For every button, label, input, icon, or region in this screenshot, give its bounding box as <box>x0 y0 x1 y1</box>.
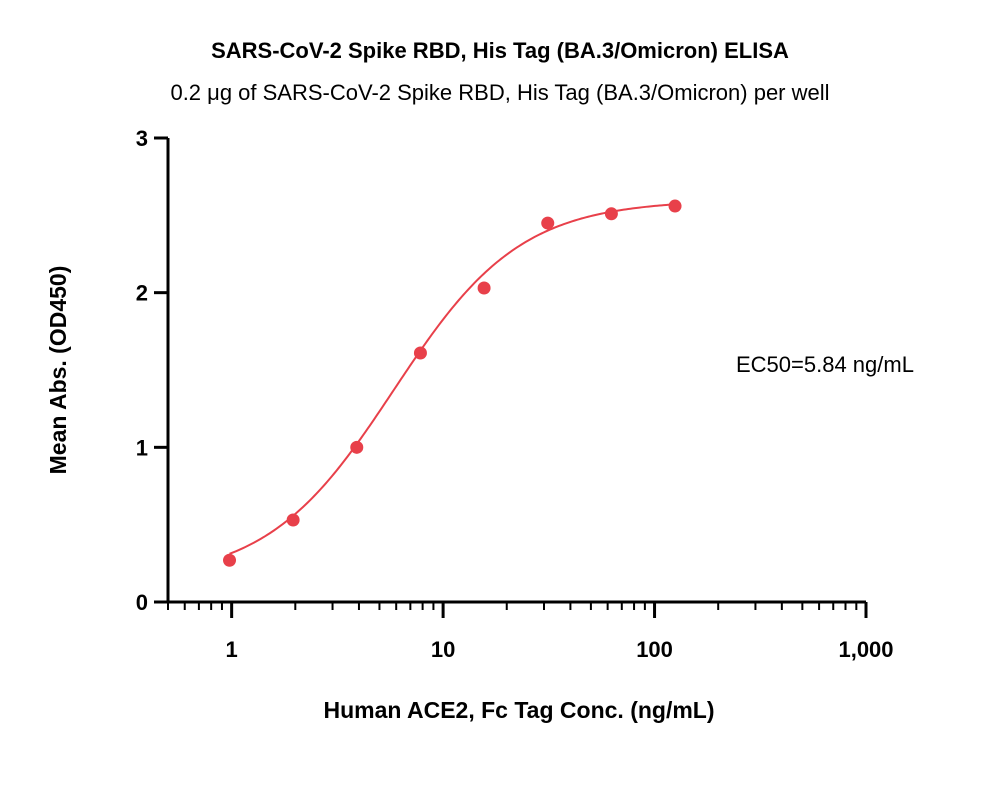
y-tick-label: 3 <box>136 126 148 151</box>
x-tick-label: 1 <box>226 637 238 662</box>
data-point <box>223 553 237 567</box>
y-tick-label: 0 <box>136 590 148 615</box>
y-tick-label: 2 <box>136 281 148 306</box>
x-axis-label: Human ACE2, Fc Tag Conc. (ng/mL) <box>323 697 714 723</box>
data-point <box>477 281 491 295</box>
points-layer <box>223 199 682 567</box>
data-point <box>541 216 555 230</box>
data-point <box>350 440 364 454</box>
fit-curve <box>229 203 676 555</box>
x-tick-label: 10 <box>431 637 455 662</box>
fit-layer <box>229 203 676 555</box>
chart-title: SARS-CoV-2 Spike RBD, His Tag (BA.3/Omic… <box>211 38 789 63</box>
x-tick-label: 100 <box>636 637 673 662</box>
y-tick-label: 1 <box>136 435 148 460</box>
y-axis-label: Mean Abs. (OD450) <box>45 266 71 475</box>
axes: 0 1 2 3 1 10 100 1,000 <box>136 126 894 662</box>
data-point <box>668 199 682 213</box>
x-tick-label: 1,000 <box>838 637 893 662</box>
ec50-annotation: EC50=5.84 ng/mL <box>736 352 914 377</box>
chart-subtitle: 0.2 μg of SARS-CoV-2 Spike RBD, His Tag … <box>170 80 830 105</box>
data-point <box>604 207 618 221</box>
data-point <box>413 346 427 360</box>
data-point <box>286 513 300 527</box>
